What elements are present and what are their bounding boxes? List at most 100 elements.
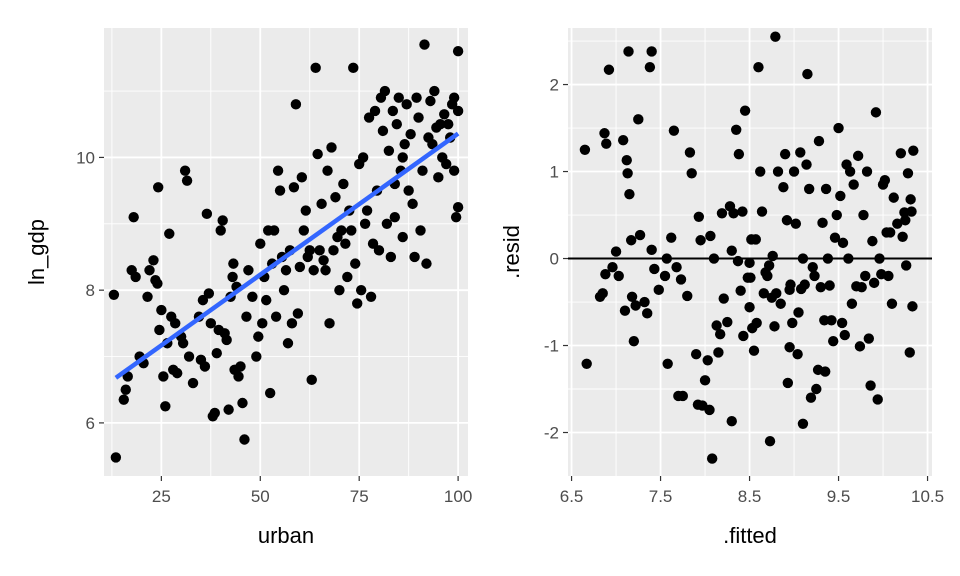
x-tick-label: 75 [350, 487, 369, 506]
data-point [397, 231, 408, 243]
data-point [282, 338, 294, 349]
data-point [383, 145, 395, 156]
data-point [264, 387, 276, 399]
data-point [644, 61, 656, 73]
data-point [813, 135, 825, 147]
data-point [817, 217, 828, 229]
data-point [617, 135, 629, 146]
data-point [695, 235, 706, 246]
data-point [357, 152, 369, 163]
data-point [762, 270, 773, 282]
data-point [223, 404, 234, 415]
data-point [820, 366, 831, 377]
data-point [387, 105, 399, 117]
data-point [788, 166, 800, 177]
data-point [726, 245, 737, 256]
data-point [144, 265, 155, 276]
data-point [142, 291, 153, 302]
data-point [441, 158, 452, 170]
data-point [197, 294, 209, 306]
data-point [735, 285, 746, 296]
data-point [381, 218, 393, 229]
data-point [148, 255, 159, 266]
data-point [755, 166, 766, 177]
y-tick-label: 0 [550, 250, 559, 269]
data-point [775, 298, 786, 309]
data-point [310, 62, 321, 74]
data-point [769, 321, 780, 332]
data-point [900, 260, 912, 271]
data-point [415, 225, 426, 236]
data-point [829, 232, 841, 243]
data-point [253, 331, 264, 342]
data-point [413, 112, 424, 123]
data-point [579, 144, 591, 155]
data-point [831, 209, 842, 221]
data-point [753, 61, 764, 73]
data-point [863, 333, 875, 344]
data-point [902, 168, 914, 179]
data-point [661, 253, 672, 264]
data-point [653, 284, 664, 296]
data-point [772, 166, 784, 177]
right-residual-plot: 6.5 7.5 8.5 9.5 10.5 -2 -1 0 1 2 .fitted .resid [499, 28, 944, 548]
data-point [154, 324, 165, 336]
data-point [908, 145, 919, 156]
y-tick-label: -2 [544, 424, 559, 443]
data-point [671, 262, 682, 273]
data-point [792, 349, 803, 360]
data-point [790, 218, 802, 229]
data-point [403, 185, 414, 196]
data-point [452, 46, 464, 57]
data-point [649, 263, 660, 275]
data-point [268, 225, 280, 236]
data-point [797, 253, 809, 264]
data-point [628, 335, 640, 347]
data-point [704, 404, 715, 416]
y-axis-title: ln_gdp [24, 219, 49, 285]
data-point [868, 277, 880, 289]
data-point [272, 165, 284, 176]
data-point [865, 380, 876, 391]
data-point [298, 225, 310, 236]
data-point [826, 315, 837, 326]
data-point [153, 182, 164, 193]
data-point [659, 270, 671, 282]
data-point [728, 208, 739, 219]
regression-line [114, 131, 460, 380]
data-point [782, 377, 794, 389]
data-point [793, 307, 804, 318]
data-point [296, 172, 308, 183]
data-point [308, 265, 319, 276]
data-point [758, 288, 769, 299]
y-tick-label: 6 [86, 414, 95, 433]
data-point [803, 183, 815, 195]
data-point [819, 315, 830, 326]
y-tick-label: 1 [550, 163, 559, 182]
data-point [623, 46, 634, 57]
data-point [448, 165, 460, 176]
left-scatter-plot: 25 50 75 100 6 8 10 urban ln_gdp [24, 28, 472, 548]
data-point [290, 99, 302, 110]
data-point [836, 317, 848, 329]
data-point [314, 245, 325, 256]
data-point [350, 258, 361, 269]
data-point [393, 92, 404, 103]
data-point [625, 235, 637, 246]
data-point [326, 142, 337, 153]
data-point [257, 318, 268, 329]
data-point [748, 345, 760, 356]
data-point [686, 168, 697, 179]
data-point [726, 415, 737, 427]
data-point [815, 282, 826, 293]
data-point [158, 371, 169, 382]
data-point [286, 318, 298, 329]
data-point [385, 251, 397, 263]
data-point [722, 316, 733, 328]
data-point [316, 198, 327, 210]
data-point [369, 105, 381, 117]
data-point [108, 289, 120, 301]
y-tick-label: 8 [86, 281, 95, 300]
data-point [280, 265, 292, 276]
data-point [693, 211, 705, 222]
